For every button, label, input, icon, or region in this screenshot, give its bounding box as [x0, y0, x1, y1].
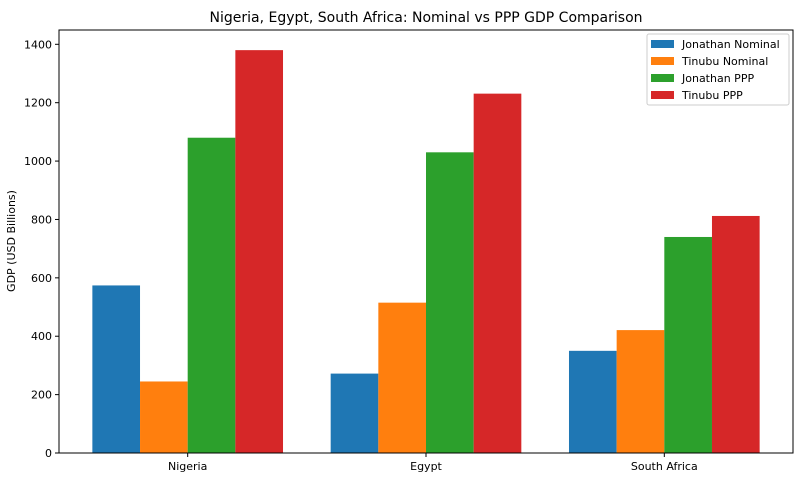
y-tick-label: 1400 [24, 38, 52, 51]
y-tick-label: 0 [45, 447, 52, 460]
x-tick-label: South Africa [631, 460, 698, 473]
bar-jonathan-nominal-egypt [330, 373, 379, 453]
legend-swatch [651, 57, 674, 65]
legend-swatch [651, 74, 674, 82]
legend-swatch [651, 91, 674, 99]
bar-tinubu-nominal-egypt [378, 302, 426, 453]
y-tick-label: 400 [31, 330, 52, 343]
bar-tinubu-ppp-egypt [473, 93, 522, 453]
legend-swatch [651, 40, 674, 48]
y-tick-label: 1200 [24, 97, 52, 110]
legend-label: Tinubu Nominal [681, 55, 768, 68]
x-tick-label: Nigeria [168, 460, 207, 473]
x-tick-label: Egypt [410, 460, 442, 473]
legend-label: Tinubu PPP [681, 89, 743, 102]
y-tick-label: 600 [31, 272, 52, 285]
legend-label: Jonathan PPP [681, 72, 754, 85]
bars [92, 50, 760, 454]
y-axis-label: GDP (USD Billions) [5, 190, 18, 292]
bar-jonathan-nominal-nigeria [92, 285, 141, 453]
chart-title: Nigeria, Egypt, South Africa: Nominal vs… [209, 10, 642, 26]
y-tick-label: 1000 [24, 155, 52, 168]
bar-tinubu-ppp-south-africa [711, 215, 760, 453]
y-ticks: 0 200 400 600 800 1000 1200 1400 [24, 38, 59, 460]
y-tick-label: 200 [31, 389, 52, 402]
y-tick-label: 800 [31, 213, 52, 226]
bar-tinubu-nominal-south-africa [616, 330, 665, 453]
legend-box [646, 33, 790, 106]
bar-jonathan-ppp-egypt [426, 152, 474, 453]
x-ticks: Nigeria Egypt South Africa [168, 453, 698, 473]
bar-jonathan-ppp-south-africa [664, 236, 712, 453]
bar-jonathan-ppp-nigeria [187, 137, 236, 453]
legend: Jonathan Nominal Tinubu Nominal Jonathan P… [646, 33, 790, 106]
legend-label: Jonathan Nominal [681, 38, 780, 51]
bar-jonathan-nominal-south-africa [568, 350, 617, 453]
bar-tinubu-nominal-nigeria [140, 381, 188, 453]
bar-tinubu-ppp-nigeria [235, 50, 284, 454]
